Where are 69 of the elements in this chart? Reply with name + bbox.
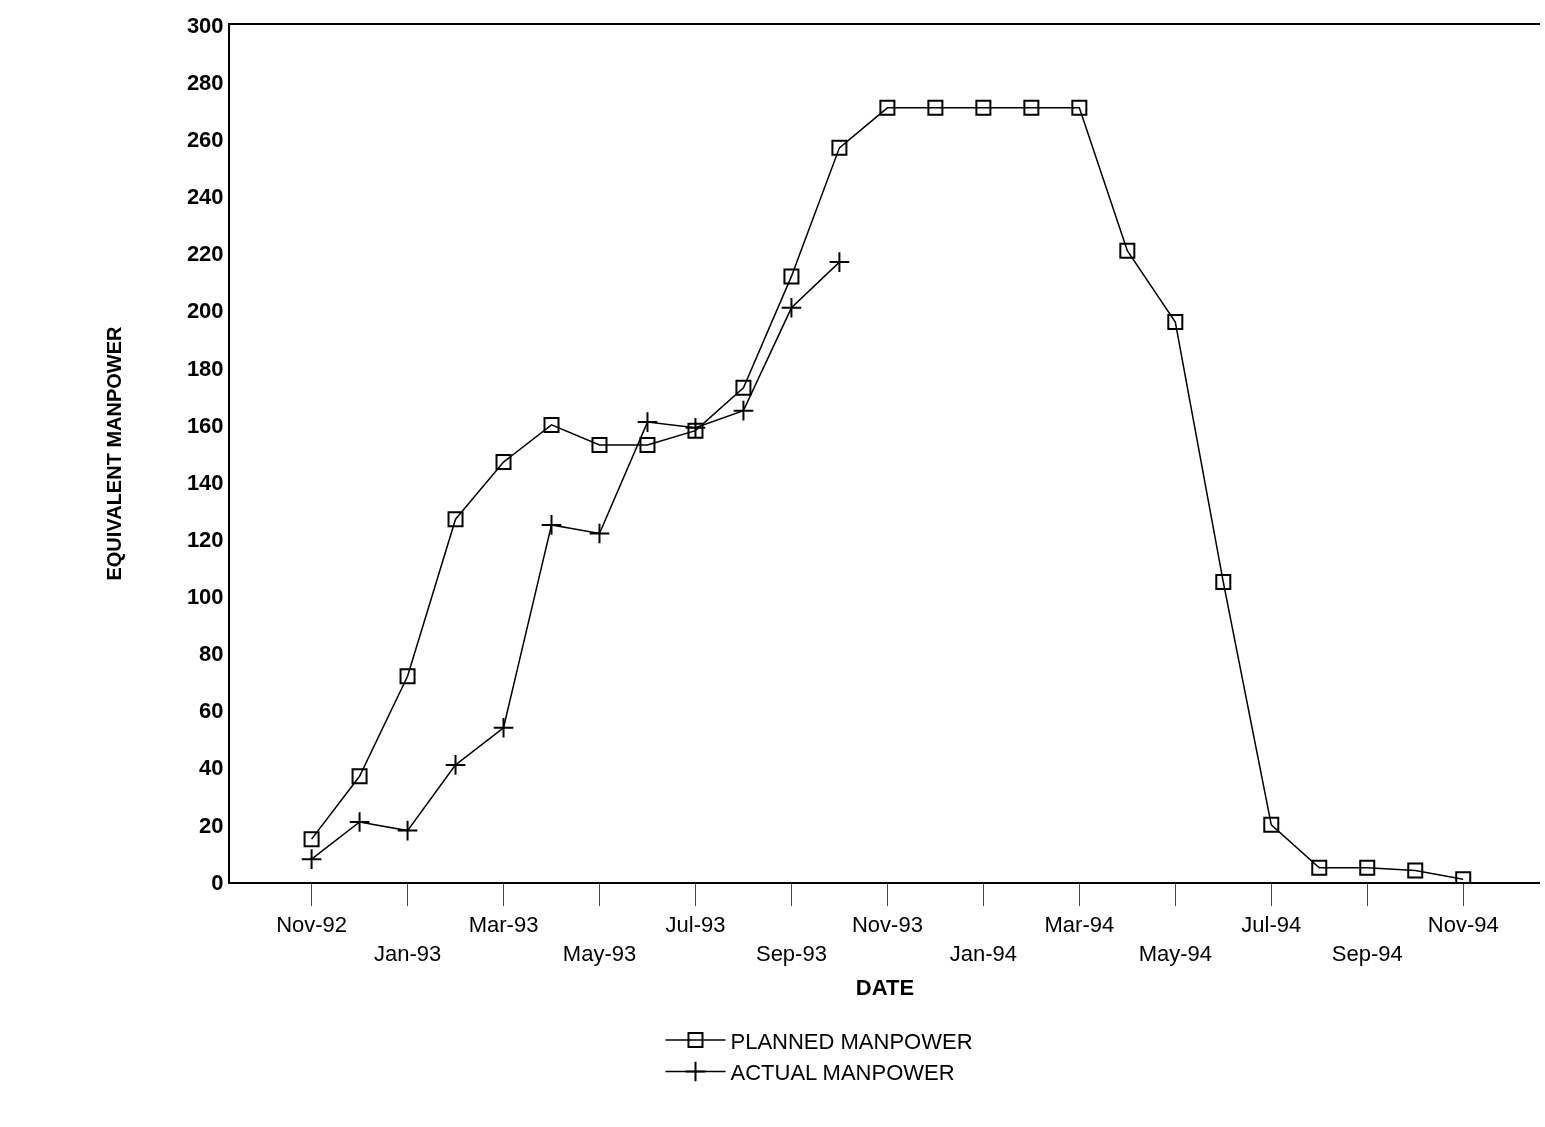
point bbox=[591, 436, 608, 453]
y-tick-label: 200 bbox=[186, 298, 224, 324]
y-tick-label: 220 bbox=[186, 241, 224, 267]
point bbox=[780, 297, 803, 319]
y-tick-label: 180 bbox=[186, 355, 224, 381]
y-tick-label: 260 bbox=[186, 126, 224, 152]
point bbox=[1167, 314, 1184, 331]
point bbox=[492, 716, 515, 739]
point bbox=[1215, 574, 1232, 591]
point bbox=[447, 511, 464, 528]
point bbox=[735, 379, 752, 396]
point bbox=[444, 754, 467, 776]
point bbox=[687, 422, 704, 439]
x-tick-label: Nov-94 bbox=[1427, 912, 1499, 938]
y-tick-label: 20 bbox=[199, 812, 224, 838]
y-tick-label: 100 bbox=[186, 584, 224, 610]
point bbox=[348, 811, 371, 833]
x-tick-label: Sep-93 bbox=[755, 941, 827, 966]
point bbox=[351, 768, 368, 785]
point bbox=[300, 848, 323, 870]
x-tick-label: Jul-93 bbox=[665, 912, 726, 938]
point bbox=[540, 514, 563, 536]
point bbox=[828, 251, 851, 273]
point bbox=[399, 668, 416, 685]
x-tick-label: Jan-93 bbox=[373, 941, 442, 966]
point bbox=[927, 99, 944, 116]
legend-label: ACTUAL MANPOWER bbox=[730, 1060, 955, 1086]
x-tick-label: May-94 bbox=[1138, 941, 1212, 966]
point bbox=[1407, 862, 1424, 879]
point bbox=[636, 411, 659, 433]
y-tick-label: 240 bbox=[186, 184, 224, 210]
x-tick-label: Jul-94 bbox=[1241, 912, 1302, 938]
point bbox=[1119, 242, 1136, 259]
y-axis-title: EQUIVALENT MANPOWER bbox=[102, 325, 125, 581]
point bbox=[639, 436, 656, 453]
point bbox=[1263, 816, 1280, 833]
x-axis-title: DATE bbox=[855, 975, 915, 1001]
point bbox=[396, 819, 419, 842]
x-tick-label: May-93 bbox=[562, 941, 637, 966]
x-tick-label: Nov-92 bbox=[276, 912, 348, 938]
x-tick-label: Nov-93 bbox=[851, 912, 923, 938]
y-tick-label: 160 bbox=[186, 412, 224, 438]
point bbox=[879, 99, 896, 116]
y-tick-label: 80 bbox=[199, 641, 224, 667]
point bbox=[1359, 859, 1376, 876]
y-tick-label: 140 bbox=[186, 469, 224, 495]
x-tick-label: Jan-94 bbox=[949, 941, 1018, 966]
point bbox=[588, 522, 611, 545]
point bbox=[831, 139, 848, 156]
point bbox=[1023, 99, 1040, 116]
y-tick-label: 280 bbox=[186, 69, 224, 95]
point bbox=[495, 454, 512, 471]
y-tick-label: 0 bbox=[211, 869, 224, 895]
y-tick-label: 60 bbox=[199, 698, 224, 724]
y-tick-label: 40 bbox=[199, 755, 224, 781]
point bbox=[1311, 859, 1328, 876]
x-tick-label: Mar-93 bbox=[468, 912, 539, 938]
point bbox=[975, 99, 992, 116]
point bbox=[732, 399, 755, 422]
y-tick-label: 120 bbox=[186, 526, 224, 552]
x-tick-label: Mar-94 bbox=[1044, 912, 1115, 938]
point bbox=[684, 416, 707, 439]
point bbox=[783, 268, 800, 285]
point bbox=[1071, 99, 1088, 116]
y-tick-label: 300 bbox=[186, 12, 224, 38]
x-tick-label: Sep-94 bbox=[1331, 941, 1403, 966]
point bbox=[543, 416, 560, 433]
point bbox=[303, 831, 320, 848]
legend-label: PLANNED MANPOWER bbox=[730, 1028, 973, 1054]
